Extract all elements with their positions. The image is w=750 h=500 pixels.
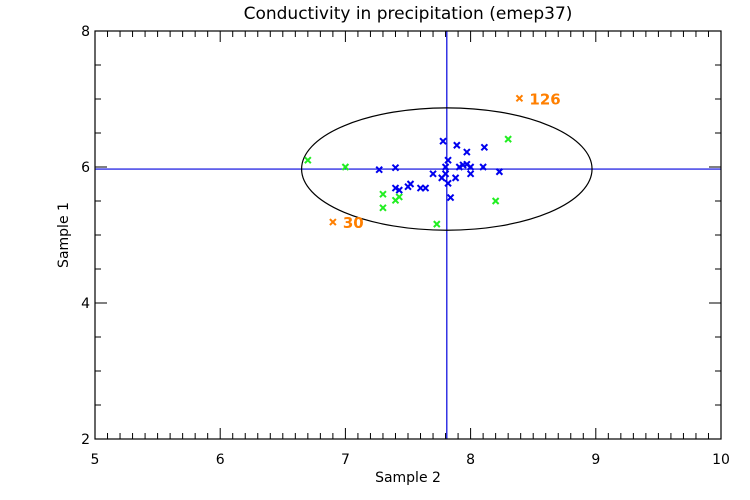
point-marker-stroke bbox=[453, 141, 461, 149]
data-points: 30 126 bbox=[304, 90, 561, 232]
point-marker-stroke bbox=[463, 160, 471, 168]
point-marker-stroke bbox=[463, 148, 471, 156]
data-point bbox=[463, 148, 471, 156]
point-marker-stroke bbox=[379, 190, 387, 198]
confidence-ellipse bbox=[300, 107, 593, 231]
data-point bbox=[375, 166, 383, 174]
x-tick-label: 9 bbox=[591, 452, 600, 468]
y-tick-label: 6 bbox=[81, 160, 90, 176]
x-tick-label: 10 bbox=[712, 452, 730, 468]
axis-ticks bbox=[94, 30, 722, 440]
data-point bbox=[421, 184, 430, 192]
reference-lines bbox=[95, 31, 721, 439]
series-outside bbox=[304, 135, 512, 228]
point-marker-stroke bbox=[466, 163, 475, 171]
data-point bbox=[466, 163, 475, 171]
point-label: 126 bbox=[529, 90, 560, 108]
data-point bbox=[406, 180, 415, 188]
point-marker-stroke bbox=[466, 170, 475, 178]
point-marker-stroke bbox=[446, 193, 455, 202]
data-point bbox=[391, 163, 400, 172]
data-point bbox=[304, 156, 312, 164]
point-marker-stroke bbox=[504, 135, 512, 143]
plot-frame bbox=[94, 30, 722, 440]
point-marker-stroke bbox=[444, 179, 452, 188]
x-tick-label: 7 bbox=[341, 452, 350, 468]
series-outliers: 30 126 bbox=[329, 90, 561, 232]
data-point bbox=[446, 193, 455, 202]
confidence-ellipse-group bbox=[300, 107, 593, 231]
axis-tick-labels: 5 6 7 8 9 10 2 4 6 8 bbox=[81, 24, 730, 468]
series-inside bbox=[375, 137, 504, 202]
data-point bbox=[480, 143, 489, 151]
y-tick-label: 8 bbox=[81, 24, 90, 40]
point-marker-stroke bbox=[391, 163, 400, 172]
data-point bbox=[451, 174, 460, 182]
data-point bbox=[395, 193, 403, 201]
point-marker-stroke bbox=[455, 163, 464, 171]
data-point bbox=[453, 141, 461, 149]
data-point bbox=[395, 186, 403, 194]
point-marker-stroke bbox=[433, 220, 441, 228]
data-point bbox=[479, 163, 487, 171]
data-point bbox=[504, 135, 512, 143]
point-marker-stroke bbox=[480, 143, 489, 151]
data-point bbox=[444, 179, 452, 188]
x-tick-label: 5 bbox=[91, 452, 100, 468]
x-tick-label: 8 bbox=[466, 452, 475, 468]
y-tick-label: 4 bbox=[81, 296, 90, 312]
point-marker-stroke bbox=[341, 163, 350, 171]
point-marker-stroke bbox=[515, 94, 524, 103]
point-marker-stroke bbox=[304, 156, 312, 164]
point-marker-stroke bbox=[391, 184, 400, 192]
data-point bbox=[444, 156, 452, 164]
point-marker-stroke bbox=[438, 174, 446, 182]
point-marker-stroke bbox=[429, 170, 437, 178]
point-marker-stroke bbox=[395, 193, 403, 201]
data-point bbox=[341, 163, 350, 171]
y-tick-label: 2 bbox=[81, 432, 90, 448]
data-point bbox=[379, 190, 387, 198]
point-marker-stroke bbox=[406, 180, 415, 188]
point-marker-stroke bbox=[439, 137, 447, 145]
point-marker-stroke bbox=[421, 184, 430, 192]
data-point bbox=[455, 163, 464, 171]
data-point bbox=[391, 184, 400, 192]
point-marker-stroke bbox=[451, 174, 460, 182]
point-marker-stroke bbox=[329, 218, 337, 226]
data-point bbox=[515, 94, 524, 103]
data-point bbox=[491, 197, 500, 205]
point-marker-stroke bbox=[379, 204, 387, 212]
point-marker-stroke bbox=[444, 156, 452, 164]
point-label: 30 bbox=[343, 214, 364, 232]
data-point bbox=[438, 174, 446, 182]
point-marker-stroke bbox=[495, 168, 504, 176]
x-tick-label: 6 bbox=[216, 452, 225, 468]
data-point bbox=[429, 170, 437, 178]
chart-title: Conductivity in precipitation (emep37) bbox=[244, 4, 573, 24]
point-marker-stroke bbox=[375, 166, 383, 174]
y-axis-label: Sample 1 bbox=[56, 202, 72, 268]
data-point bbox=[433, 220, 441, 228]
data-point bbox=[441, 163, 450, 171]
data-point bbox=[495, 168, 504, 176]
data-point bbox=[379, 204, 387, 212]
data-point bbox=[439, 137, 447, 145]
point-marker-stroke bbox=[491, 197, 500, 205]
point-marker-stroke bbox=[479, 163, 487, 171]
data-point bbox=[466, 170, 475, 178]
x-axis-label: Sample 2 bbox=[375, 470, 441, 486]
point-marker-stroke bbox=[395, 186, 403, 194]
data-point bbox=[329, 218, 337, 226]
point-marker-stroke bbox=[441, 163, 450, 171]
